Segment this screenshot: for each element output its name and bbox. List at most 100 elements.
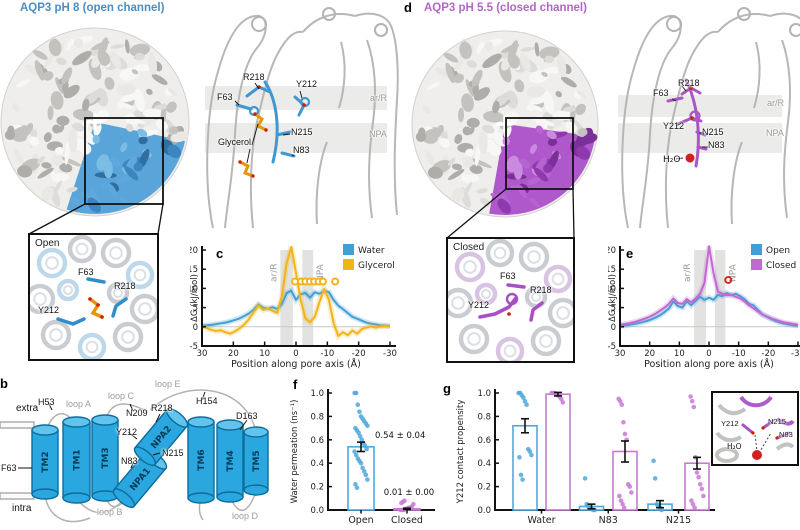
svg-text:TM2: TM2 <box>41 451 51 472</box>
svg-text:TM4: TM4 <box>226 450 236 471</box>
svg-text:Water permeation (ns⁻¹): Water permeation (ns⁻¹) <box>290 400 300 504</box>
svg-text:0.0: 0.0 <box>310 506 324 516</box>
cryoem-map-closed <box>411 30 599 218</box>
svg-text:TM1: TM1 <box>73 449 83 470</box>
svg-text:-30: -30 <box>791 349 800 359</box>
free-energy-chart-closed: ar/R NPA -5 0 5 10 15 20 30 20 10 0 -10 -20 -30 Positio… <box>608 244 800 370</box>
panel-d-letter: d <box>404 0 412 15</box>
inset-y212: Y212 <box>38 305 60 315</box>
residue-n209: N209 <box>126 408 148 418</box>
inset-g-y212: Y212 <box>721 419 739 428</box>
svg-text:0: 0 <box>293 349 298 359</box>
inset-closed-label: Closed <box>453 242 485 253</box>
svg-text:20: 20 <box>608 246 616 256</box>
svg-text:Closed: Closed <box>766 261 796 271</box>
region-label-arr: ar/R <box>370 93 388 103</box>
svg-text:0.6: 0.6 <box>477 436 491 446</box>
svg-text:0: 0 <box>193 323 198 333</box>
svg-text:30: 30 <box>615 349 626 359</box>
closed-pore-view <box>448 239 573 361</box>
ligand-label-glycerol: Glycerol <box>218 137 252 147</box>
residue-y212: Y212 <box>116 427 138 437</box>
membrane-label-intra: intra <box>12 503 32 514</box>
inset-r218: R218 <box>114 281 136 291</box>
svg-text:N215: N215 <box>666 515 691 526</box>
residue-label-y212-d: Y212 <box>663 121 685 131</box>
inset-r218-d: R218 <box>530 285 552 295</box>
panel-g-letter: g <box>443 381 451 396</box>
svg-text:0.8: 0.8 <box>477 412 491 422</box>
residue-label-f63-d: F63 <box>653 88 669 98</box>
svg-text:NPA: NPA <box>316 263 326 282</box>
svg-text:0.01 ± 0.00: 0.01 ± 0.00 <box>384 488 434 498</box>
svg-text:Glycerol: Glycerol <box>358 261 395 271</box>
svg-text:0: 0 <box>611 323 616 333</box>
svg-text:0.4: 0.4 <box>477 459 491 469</box>
loop-c-label: loop C <box>108 391 135 401</box>
residue-d163: D163 <box>236 411 258 421</box>
svg-text:0.8: 0.8 <box>310 412 324 422</box>
svg-text:1.0: 1.0 <box>310 389 324 399</box>
svg-text:30: 30 <box>197 349 208 359</box>
ribbon-diagram-closed <box>618 7 800 229</box>
inset-g-h2o: H₂O <box>727 442 742 451</box>
loop-a-label: loop A <box>66 399 92 409</box>
residue-label-n215: N215 <box>291 127 313 137</box>
residue-label-r218: R218 <box>243 72 265 82</box>
svg-text:ar/R: ar/R <box>269 263 279 282</box>
svg-text:Water: Water <box>358 246 385 256</box>
residue-label-r218-d: R218 <box>678 78 700 88</box>
svg-text:-5: -5 <box>190 342 198 352</box>
svg-text:Closed: Closed <box>391 515 423 526</box>
residue-h53: H53 <box>38 397 55 407</box>
residue-n215: N215 <box>162 448 184 458</box>
residue-n83: N83 <box>121 456 138 466</box>
region-label-npa-d: NPA <box>766 128 784 138</box>
region-label-arr-d: ar/R <box>767 98 785 108</box>
svg-text:Water: Water <box>527 515 555 526</box>
panel-b-letter: b <box>0 376 8 391</box>
svg-text:20: 20 <box>228 349 239 359</box>
inset-open-label: Open <box>35 238 60 249</box>
svg-text:-5: -5 <box>608 342 616 352</box>
residue-r218: R218 <box>151 403 173 413</box>
membrane-label-extra: extra <box>16 403 39 414</box>
svg-text:TM6: TM6 <box>197 449 207 470</box>
inset-y212-d: Y212 <box>468 300 490 310</box>
residue-label-f63: F63 <box>217 92 233 102</box>
svg-text:-30: -30 <box>383 349 397 359</box>
svg-text:5: 5 <box>611 304 616 314</box>
panel-a-title: AQP3 pH 8 (open channel) <box>20 2 165 14</box>
water-label-h2o: H₂O <box>663 155 681 165</box>
svg-text:0: 0 <box>706 349 711 359</box>
inset-f63-d: F63 <box>500 271 516 281</box>
svg-text:20: 20 <box>190 246 198 256</box>
svg-text:NPA: NPA <box>728 263 738 282</box>
cryoem-map-open <box>0 27 190 217</box>
open-pore-inset: Open F63 R218 Y212 <box>28 233 159 361</box>
svg-text:15: 15 <box>190 265 198 275</box>
panel-c-letter: c <box>216 246 224 261</box>
svg-text:0.6: 0.6 <box>310 436 324 446</box>
svg-text:20: 20 <box>644 349 655 359</box>
contact-inset-view <box>715 395 795 463</box>
ribbon-diagram-open <box>205 7 399 229</box>
residue-label-n83-d: N83 <box>708 140 725 150</box>
svg-text:0.2: 0.2 <box>310 483 324 493</box>
svg-text:-10: -10 <box>320 349 334 359</box>
svg-text:10: 10 <box>190 284 198 294</box>
loop-d-label: loop D <box>232 511 259 521</box>
closed-pore-inset: Closed F63 R218 Y212 <box>446 237 575 363</box>
contact-propensity-chart: 0.0 0.2 0.4 0.6 0.8 1.0 Y212 contact propensit… <box>456 389 715 526</box>
closed-pore-contact-inset: Y212 N215 N83 H₂O <box>711 391 799 466</box>
svg-text:0.4: 0.4 <box>310 459 324 469</box>
svg-text:Position along pore axis (Å): Position along pore axis (Å) <box>231 358 361 370</box>
inset-g-n83: N83 <box>779 430 793 439</box>
loop-e-label: loop E <box>155 379 181 389</box>
svg-text:TM3: TM3 <box>101 447 111 468</box>
svg-text:10: 10 <box>674 349 685 359</box>
residue-label-y212: Y212 <box>296 79 318 89</box>
residue-label-n83: N83 <box>293 145 310 155</box>
panel-f-letter: f <box>293 377 298 392</box>
residue-f63: F63 <box>1 463 17 473</box>
